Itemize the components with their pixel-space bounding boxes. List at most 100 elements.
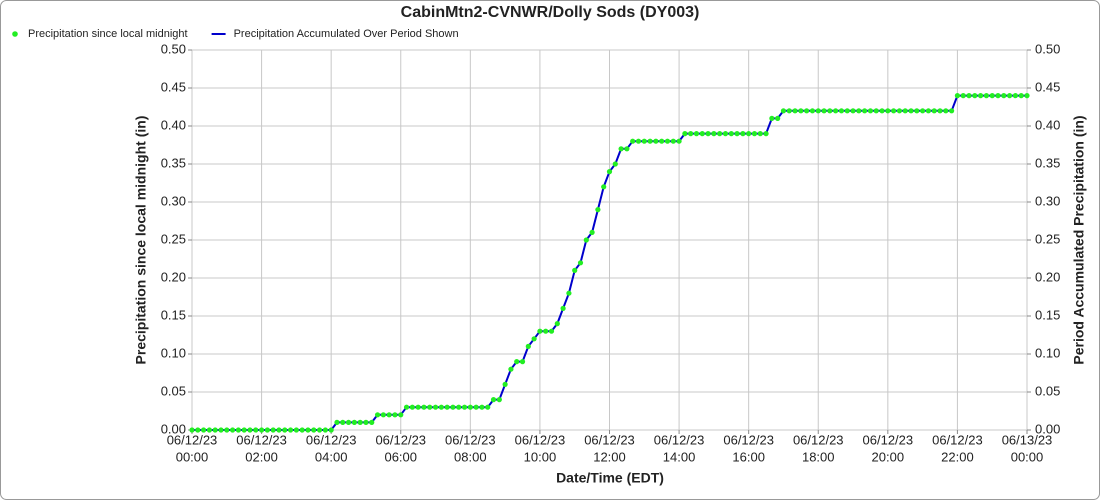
data-point [229,427,236,433]
data-point [618,146,624,152]
data-point [838,108,845,114]
data-point [943,108,949,114]
data-point [398,412,404,418]
data-point [972,93,978,99]
data-point [1007,93,1013,99]
y2-tick-label: 0.10 [1035,345,1060,360]
y-tick-label: 0.20 [161,269,186,284]
y-tick-label: 0.45 [161,79,186,94]
data-point [989,93,995,99]
data-point [809,108,816,114]
data-point [920,108,926,114]
data-point [908,108,914,114]
x-tick-label: 06/13/23 [1002,432,1053,447]
x-tick-label: 06/12/23 [584,432,635,447]
legend-label: Precipitation Accumulated Over Period Sh… [234,28,459,40]
data-point [212,427,218,433]
y2-tick-label: 0.40 [1035,117,1060,132]
data-point [867,108,874,114]
data-point [722,131,729,137]
data-point [717,131,723,137]
x-tick-label: 06/12/23 [723,432,774,447]
legend-label: Precipitation since local midnight [28,28,188,40]
data-point [560,305,566,311]
x-tick-label: 06/12/23 [654,432,705,447]
data-point [641,138,647,144]
y-tick-label: 0.05 [161,383,186,398]
data-point [519,359,526,365]
data-point [960,93,966,99]
data-point [821,108,827,114]
y-tick-label: 0.40 [161,117,186,132]
data-point [235,427,241,433]
data-point [606,169,613,175]
data-point [548,328,555,334]
x-tick-label: 06/12/23 [236,432,287,447]
data-point [746,131,752,137]
y2-tick-label: 0.35 [1035,155,1060,170]
data-point [659,138,665,144]
data-point [514,359,520,365]
data-point [653,138,659,144]
data-point [403,404,410,410]
data-point [827,108,833,114]
data-point [374,412,381,418]
data-point [693,131,700,137]
data-point [1012,93,1019,99]
data-point [1024,93,1030,99]
data-point [566,290,572,296]
data-point [763,131,769,137]
data-point [815,108,821,114]
y2-tick-label: 0.15 [1035,307,1060,322]
x-tick-label: 02:00 [245,449,278,464]
data-point [577,260,584,266]
data-point [1018,93,1024,99]
x-tick-label: 06/12/23 [445,432,496,447]
data-point [392,412,398,418]
data-point [438,404,444,410]
x-tick-label: 22:00 [941,449,974,464]
data-point [247,427,253,433]
data-point [844,108,850,114]
y2-axis-title: Period Accumulated Precipitation (in) [1071,115,1087,364]
data-point [543,328,549,334]
x-tick-label: 06/12/23 [306,432,357,447]
data-point [983,93,990,99]
data-point [299,427,305,433]
data-point [630,138,636,144]
data-point [450,404,456,410]
data-point [421,404,427,410]
data-point [757,131,763,137]
data-point [473,404,479,410]
data-point [328,427,334,433]
data-point [734,131,740,137]
x-tick-label: 06/12/23 [375,432,426,447]
y2-tick-label: 0.45 [1035,79,1060,94]
data-point [601,184,607,190]
data-point [728,131,734,137]
data-point [195,427,201,433]
data-point [850,108,856,114]
data-point [896,108,903,114]
data-point [699,131,705,137]
data-point [664,138,671,144]
data-point [740,131,746,137]
data-point [995,93,1001,99]
y-tick-label: 0.50 [161,41,186,56]
y-tick-label: 0.25 [161,231,186,246]
data-point [490,397,497,403]
y-tick-label: 0.35 [161,155,186,170]
data-point [786,108,792,114]
data-point [340,419,346,425]
data-point [189,427,195,433]
data-point [751,131,758,137]
data-point [264,427,270,433]
x-tick-label: 10:00 [524,449,557,464]
data-point [525,343,531,349]
data-point [937,108,943,114]
data-point [206,427,212,433]
data-point [276,427,282,433]
x-tick-label: 12:00 [593,449,626,464]
data-point [322,427,328,433]
